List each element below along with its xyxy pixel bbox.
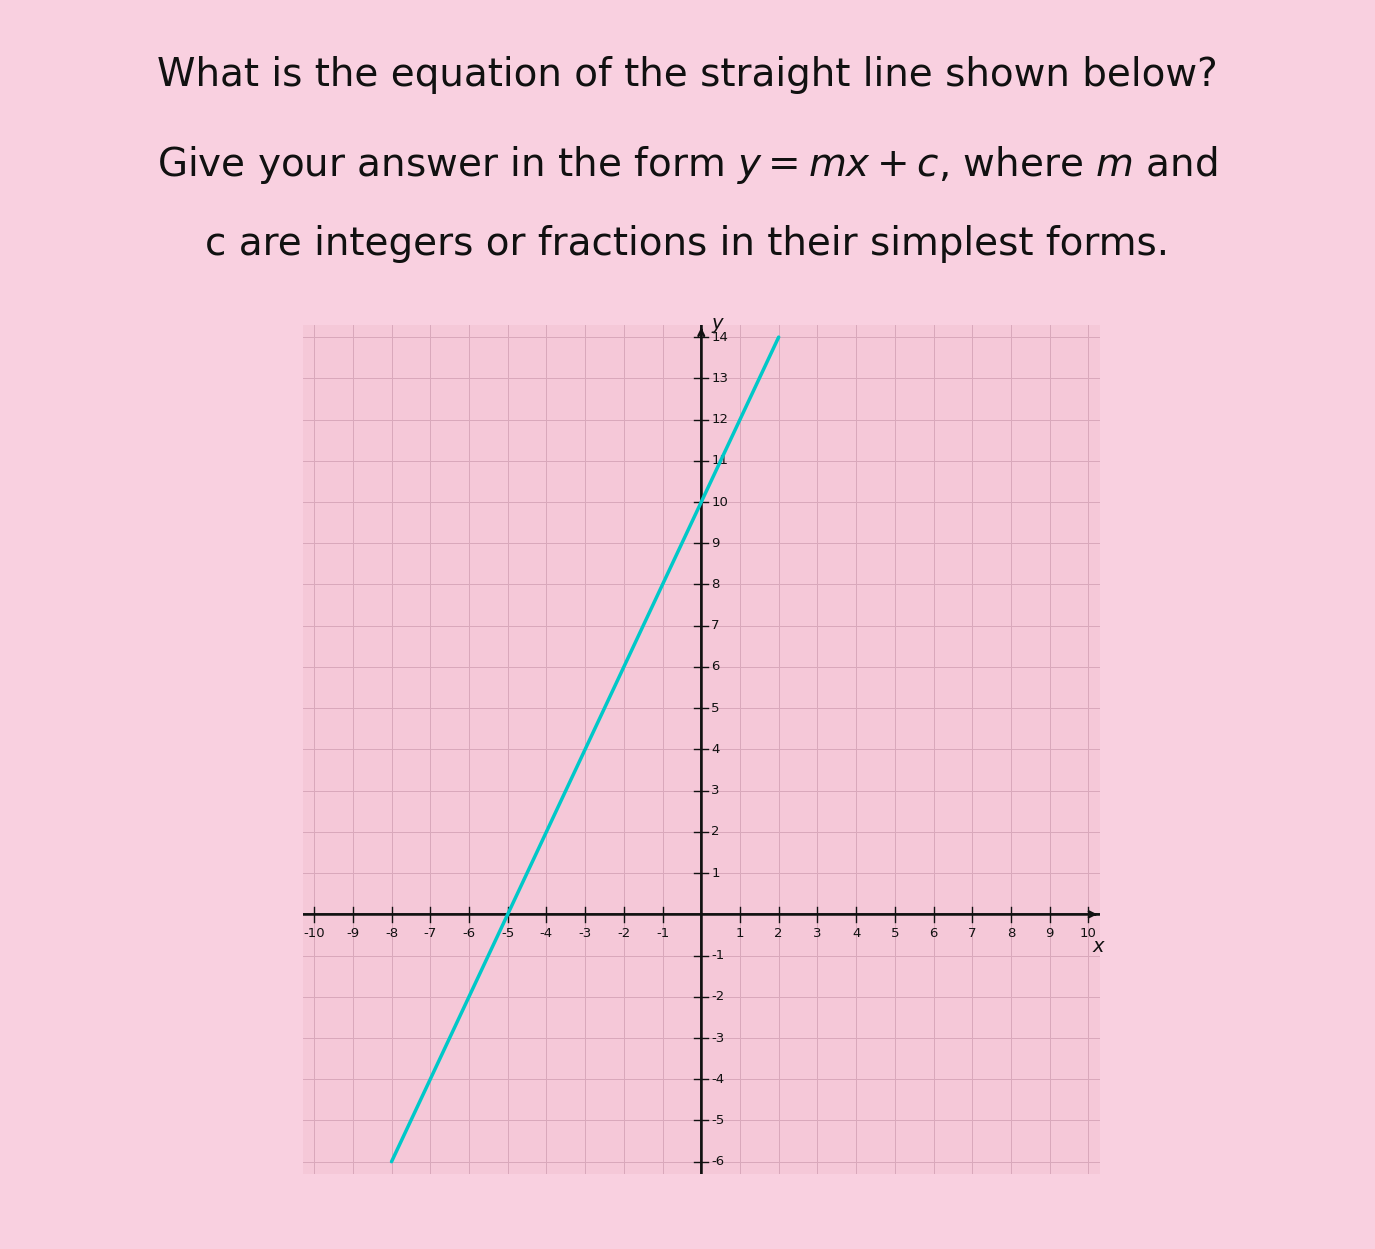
Text: 7: 7: [968, 927, 976, 939]
Text: 4: 4: [711, 743, 719, 756]
Text: -2: -2: [711, 990, 725, 1003]
Text: 13: 13: [711, 372, 729, 385]
Text: $y$: $y$: [711, 316, 725, 335]
Text: 7: 7: [711, 620, 720, 632]
Text: 8: 8: [711, 578, 719, 591]
Text: -10: -10: [304, 927, 324, 939]
Text: -3: -3: [579, 927, 591, 939]
Text: -1: -1: [656, 927, 670, 939]
Text: 14: 14: [711, 331, 729, 343]
Text: 10: 10: [711, 496, 729, 508]
Text: 4: 4: [852, 927, 861, 939]
Text: Give your answer in the form $y = mx + c$, where $m$ and: Give your answer in the form $y = mx + c…: [157, 144, 1218, 186]
Text: 3: 3: [711, 784, 720, 797]
Text: 1: 1: [736, 927, 744, 939]
Text: -4: -4: [540, 927, 553, 939]
Text: 8: 8: [1006, 927, 1015, 939]
Text: -3: -3: [711, 1032, 725, 1044]
Text: -9: -9: [346, 927, 359, 939]
Text: 11: 11: [711, 455, 729, 467]
Text: -8: -8: [385, 927, 399, 939]
Text: -6: -6: [711, 1155, 725, 1168]
Text: -2: -2: [617, 927, 631, 939]
Text: 2: 2: [774, 927, 782, 939]
Text: 6: 6: [711, 661, 719, 673]
Text: 12: 12: [711, 413, 729, 426]
Text: -7: -7: [424, 927, 437, 939]
Text: -6: -6: [462, 927, 476, 939]
Text: 5: 5: [891, 927, 899, 939]
Text: 10: 10: [1079, 927, 1097, 939]
Text: -1: -1: [711, 949, 725, 962]
Text: 1: 1: [711, 867, 720, 879]
Text: 9: 9: [1045, 927, 1053, 939]
Text: $x$: $x$: [1092, 937, 1107, 955]
Text: 2: 2: [711, 826, 720, 838]
Text: 9: 9: [711, 537, 719, 550]
Text: 5: 5: [711, 702, 720, 714]
Text: -4: -4: [711, 1073, 725, 1085]
Text: c are integers or fractions in their simplest forms.: c are integers or fractions in their sim…: [205, 225, 1170, 262]
Text: What is the equation of the straight line shown below?: What is the equation of the straight lin…: [157, 56, 1218, 94]
Text: 6: 6: [930, 927, 938, 939]
Text: 3: 3: [813, 927, 822, 939]
Text: -5: -5: [500, 927, 514, 939]
Text: -5: -5: [711, 1114, 725, 1127]
